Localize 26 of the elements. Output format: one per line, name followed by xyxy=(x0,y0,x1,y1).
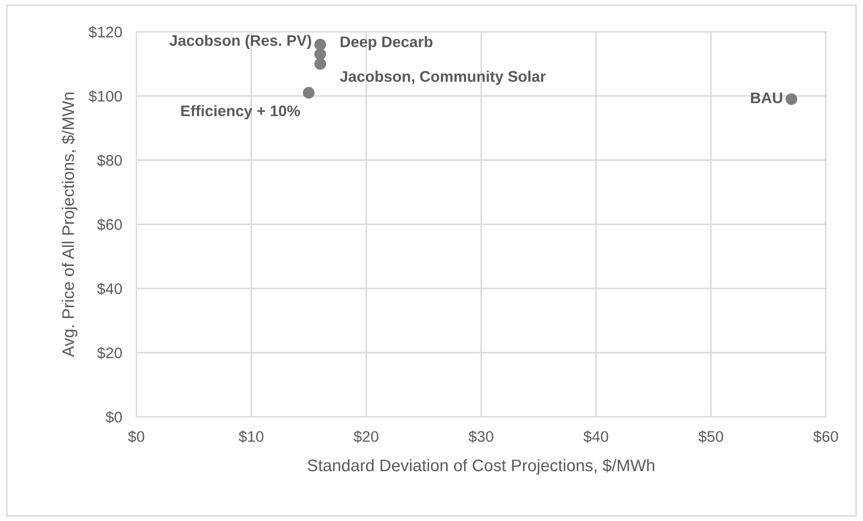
x-tick-label: $10 xyxy=(238,430,264,443)
annotation: BAU xyxy=(751,92,782,104)
y-tick-label: $100 xyxy=(88,90,122,103)
y-tick-label: $0 xyxy=(106,411,122,424)
x-tick-label: $30 xyxy=(468,430,494,443)
x-tick-label: $60 xyxy=(813,430,838,443)
x-tick-label: $40 xyxy=(583,430,608,443)
y-tick-label: $20 xyxy=(97,346,122,360)
y-tick-label: $120 xyxy=(88,26,122,38)
point xyxy=(314,38,326,50)
annotation: Jacobson (Res. PV) xyxy=(170,34,312,49)
point xyxy=(314,48,326,60)
x-tick-label: $20 xyxy=(354,430,378,443)
y-axis-title: Avg. Price of All Projections, $/MWn xyxy=(62,92,78,358)
x-tick-label: $0 xyxy=(128,430,144,443)
annotation: Deep Decarb xyxy=(340,36,432,50)
point xyxy=(302,86,315,99)
x-axis-title: Standard Deviation of Cost Projections, $/MWh xyxy=(308,458,654,475)
y-tick-label: $40 xyxy=(97,282,122,296)
annotation: Jacobson, Community Solar xyxy=(340,70,546,85)
point xyxy=(314,58,326,70)
x-tick-label: $50 xyxy=(698,430,724,443)
point xyxy=(786,93,798,106)
annotation: Efficiency + 10% xyxy=(181,105,300,120)
y-tick-label: $60 xyxy=(97,218,122,231)
y-tick-label: $80 xyxy=(97,154,122,167)
